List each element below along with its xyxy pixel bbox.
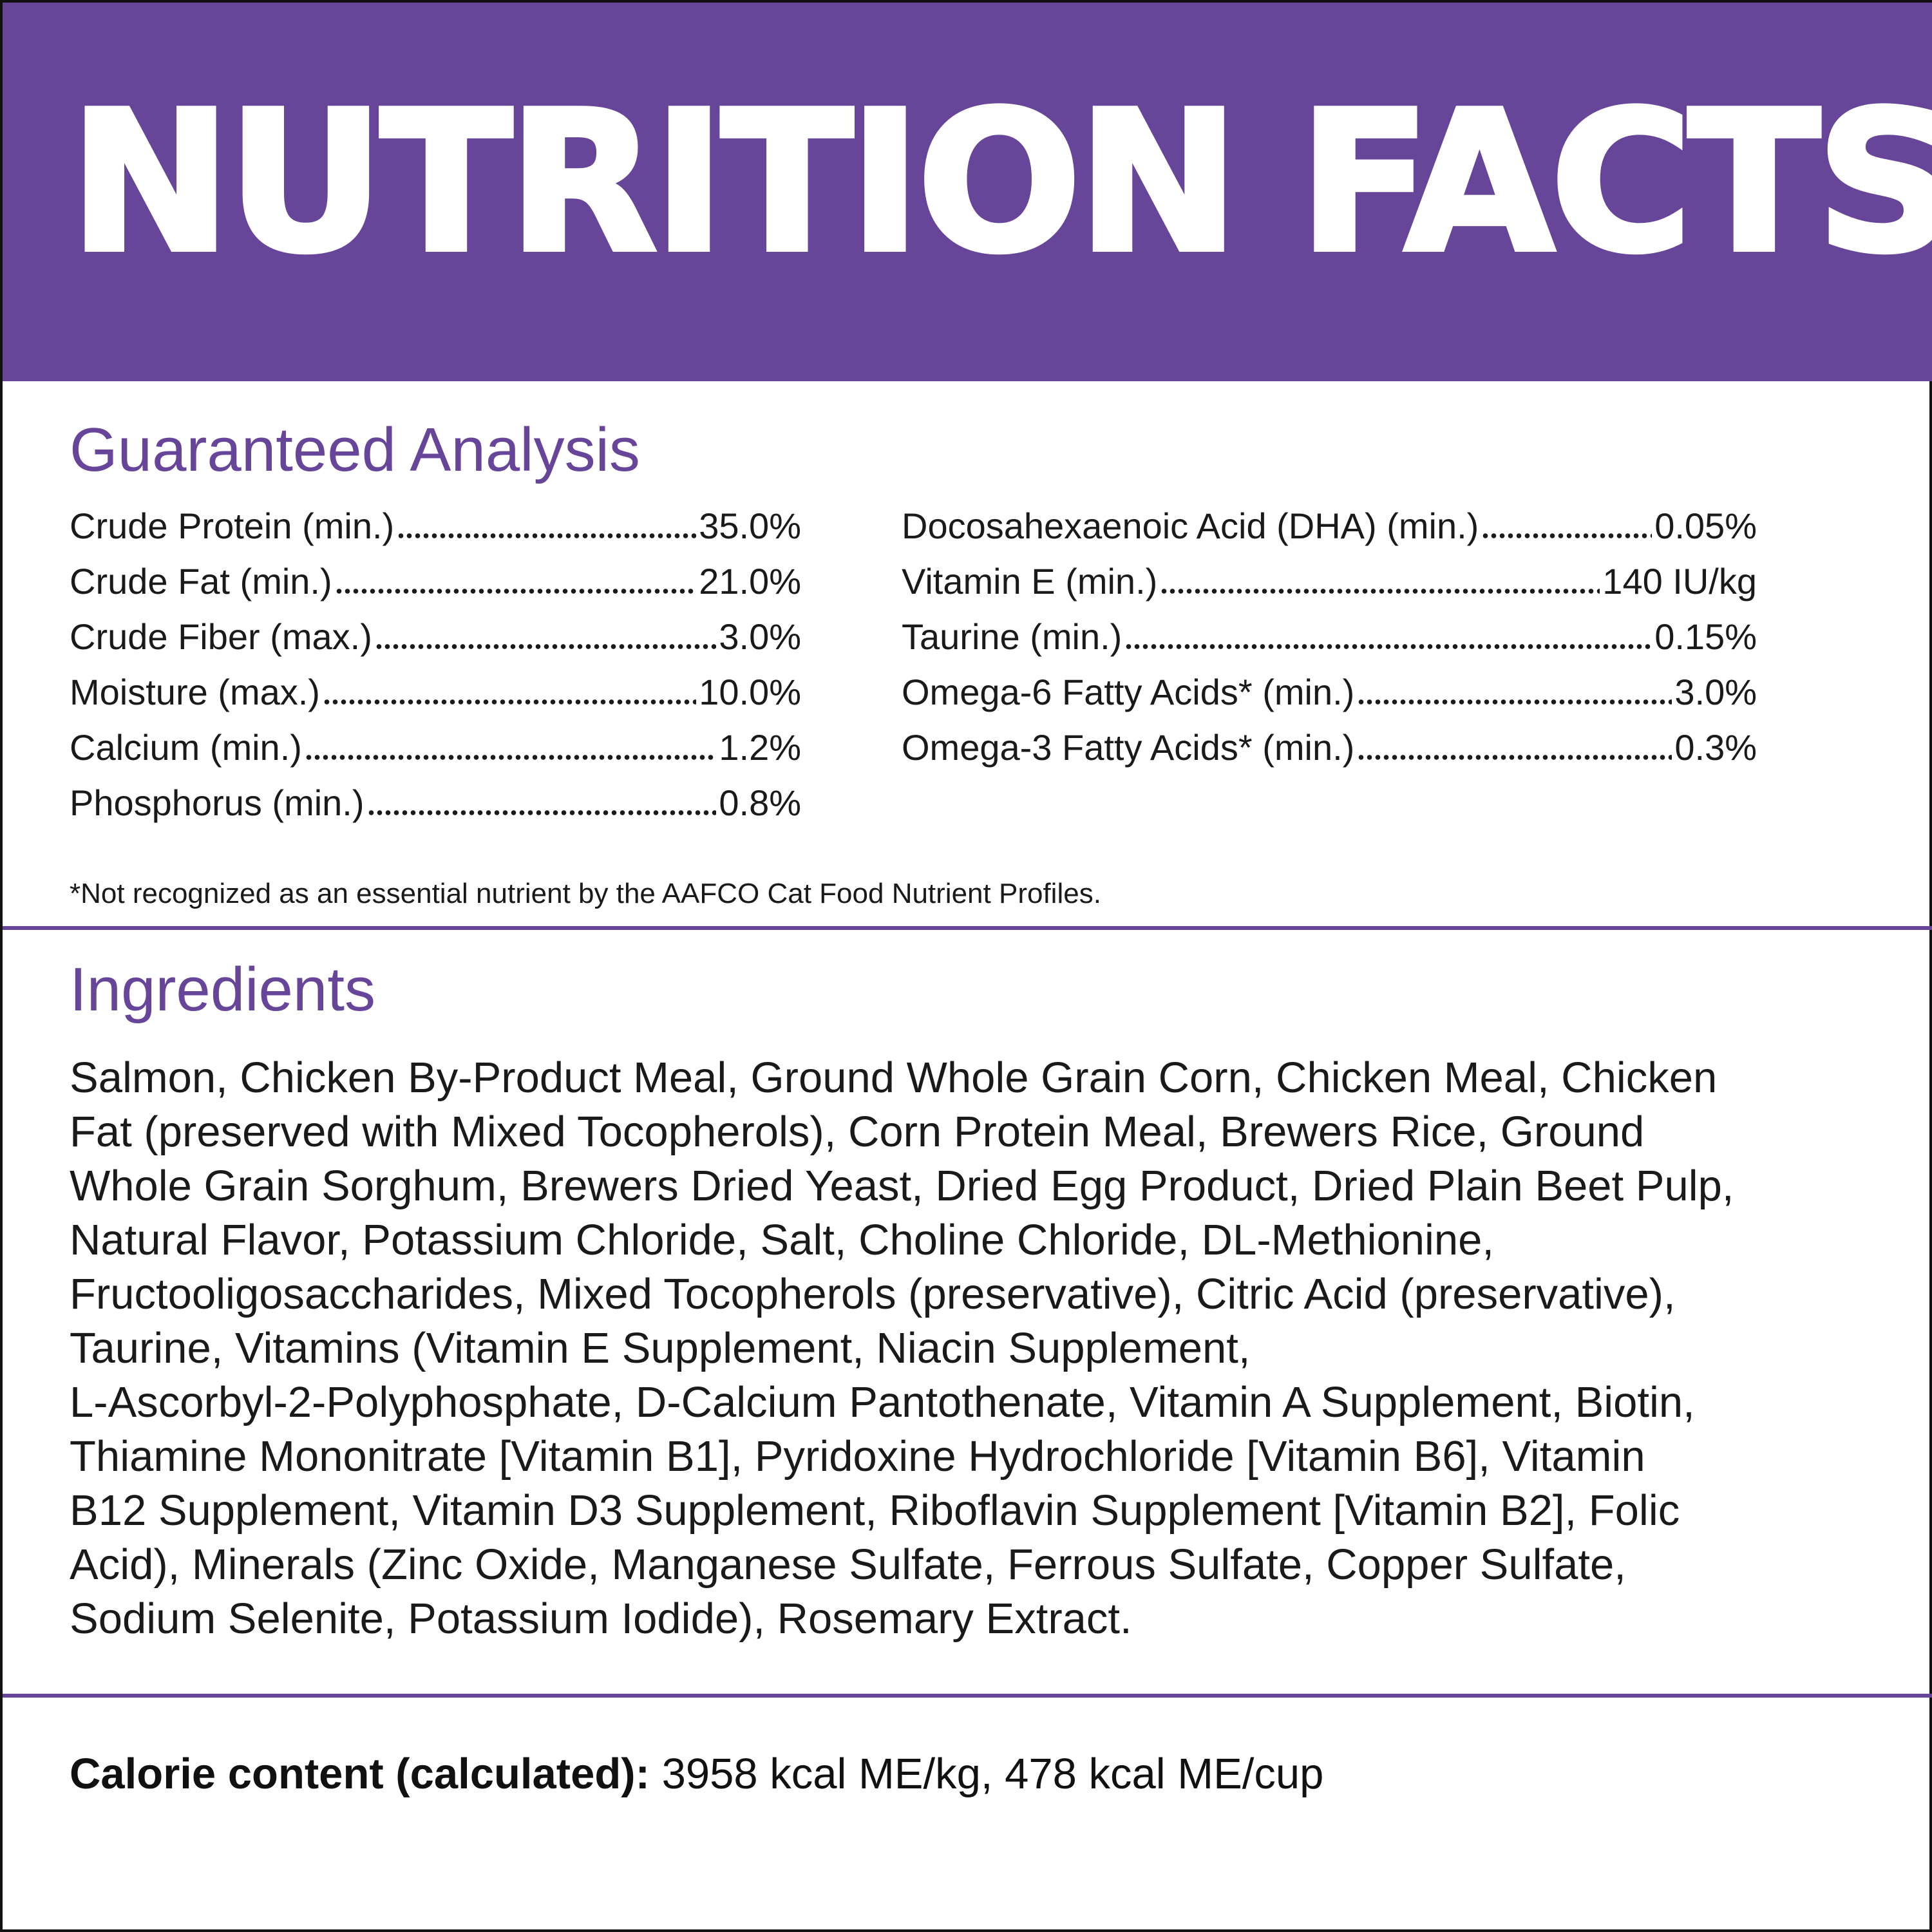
ingredients-line: L-Ascorbyl-2-Polyphosphate, D-Calcium Pa… [70,1378,1695,1426]
analysis-label: Docosahexaenoic Acid (DHA) (min.) [902,506,1479,546]
analysis-value: 0.8% [719,782,801,823]
analysis-row: Omega-3 Fatty Acids* (min.) 0.3% [902,720,1757,775]
analysis-row: Crude Protein (min.) 35.0% [70,498,801,554]
ingredients-line: Salmon, Chicken By-Product Meal, Ground … [70,1054,1718,1102]
header-banner: NUTRITION FACTS [3,3,1932,381]
ingredients-line: Thiamine Mononitrate [Vitamin B1], Pyrid… [70,1432,1645,1481]
analysis-right-column: Docosahexaenoic Acid (DHA) (min.) 0.05% Vi… [902,498,1757,775]
analysis-label: Crude Fat (min.) [70,561,332,601]
analysis-footnote: *Not recognized as an essential nutrient… [70,878,1101,909]
dot-leader [1357,667,1672,706]
analysis-left-column: Crude Protein (min.) 35.0% Crude Fat (min.… [70,498,801,831]
dot-leader [1124,612,1653,650]
ingredients-heading: Ingredients [70,955,375,1024]
dot-leader [1481,501,1653,540]
analysis-label: Calcium (min.) [70,727,302,768]
page-title: NUTRITION FACTS [67,70,1932,295]
analysis-value: 0.3% [1674,727,1757,768]
dot-leader [366,778,717,817]
analysis-row: Taurine (min.) 0.15% [902,609,1757,665]
analysis-label: Crude Protein (min.) [70,506,395,546]
section-divider [3,1694,1932,1698]
analysis-value: 10.0% [699,672,801,712]
analysis-row: Docosahexaenoic Acid (DHA) (min.) 0.05% [902,498,1757,554]
analysis-label: Crude Fiber (max.) [70,616,372,657]
ingredients-line: Whole Grain Sorghum, Brewers Dried Yeast… [70,1162,1734,1210]
analysis-label: Omega-6 Fatty Acids* (min.) [902,672,1355,712]
ingredients-line: Natural Flavor, Potassium Chloride, Salt… [70,1216,1495,1264]
analysis-value: 0.05% [1654,506,1757,546]
calorie-content-label: Calorie content (calculated): [70,1750,650,1798]
ingredients-list: Salmon, Chicken By-Product Meal, Ground … [70,1051,1873,1646]
guaranteed-analysis-heading: Guaranteed Analysis [70,415,640,484]
analysis-row: Calcium (min.) 1.2% [70,720,801,775]
analysis-row: Crude Fat (min.) 21.0% [70,554,801,609]
analysis-value: 1.2% [719,727,801,768]
dot-leader [334,556,697,595]
ingredients-line: Fat (preserved with Mixed Tocopherols), … [70,1108,1645,1156]
analysis-label: Omega-3 Fatty Acids* (min.) [902,727,1355,768]
analysis-label: Taurine (min.) [902,616,1122,657]
dot-leader [322,667,697,706]
dot-leader [397,501,697,540]
analysis-label: Moisture (max.) [70,672,320,712]
ingredients-line: Acid), Minerals (Zinc Oxide, Manganese S… [70,1540,1626,1589]
analysis-label: Phosphorus (min.) [70,782,365,823]
dot-leader [1160,556,1600,595]
analysis-value: 3.0% [1674,672,1757,712]
analysis-row: Vitamin E (min.) 140 IU/kg [902,554,1757,609]
ingredients-line: B12 Supplement, Vitamin D3 Supplement, R… [70,1486,1680,1535]
dot-leader [374,612,717,650]
dot-leader [304,723,717,761]
dot-leader [1357,723,1672,761]
calorie-content-value: 3958 kcal ME/kg, 478 kcal ME/cup [661,1750,1324,1798]
analysis-value: 0.15% [1654,616,1757,657]
section-divider [3,926,1932,930]
ingredients-line: Taurine, Vitamins (Vitamin E Supplement,… [70,1324,1251,1372]
analysis-value: 3.0% [719,616,801,657]
analysis-row: Crude Fiber (max.) 3.0% [70,609,801,665]
analysis-value: 140 IU/kg [1602,561,1757,601]
ingredients-line: Fructooligosaccharides, Mixed Tocopherol… [70,1270,1676,1318]
analysis-value: 35.0% [699,506,801,546]
analysis-label: Vitamin E (min.) [902,561,1158,601]
analysis-row: Moisture (max.) 10.0% [70,665,801,720]
ingredients-line: Sodium Selenite, Potassium Iodide), Rose… [70,1595,1132,1643]
calorie-content: Calorie content (calculated): 3958 kcal … [70,1745,1323,1803]
analysis-row: Omega-6 Fatty Acids* (min.) 3.0% [902,665,1757,720]
analysis-value: 21.0% [699,561,801,601]
analysis-row: Phosphorus (min.) 0.8% [70,775,801,831]
